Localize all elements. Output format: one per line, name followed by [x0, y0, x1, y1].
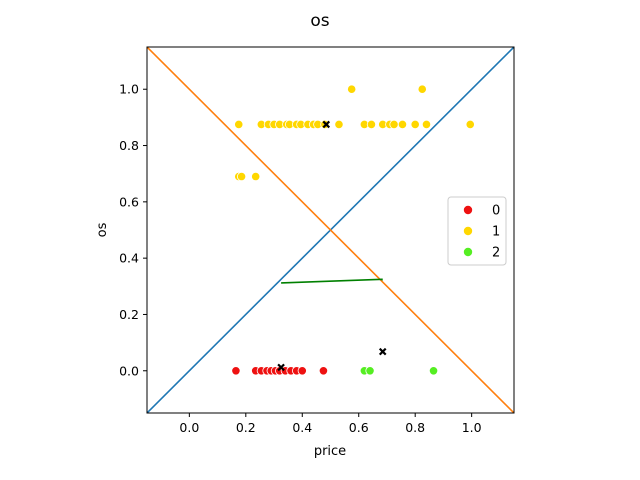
line-1: [147, 47, 514, 413]
point-class-2: [365, 366, 375, 376]
legend-marker: [462, 204, 473, 215]
x-tick-label: 0.8: [405, 420, 425, 435]
point-class-1: [389, 119, 399, 130]
axis-ticks: 0.0 0.2 0.4 0.6 0.8 1.0 0.0 0.2 0.4 0.6 0.8 1.0: [119, 82, 482, 435]
point-class-2: [428, 366, 439, 376]
point-class-1: [421, 119, 432, 130]
reference-lines: [147, 47, 514, 413]
legend-marker: [462, 225, 473, 236]
legend-label: 2: [492, 246, 500, 261]
point-class-1: [334, 119, 344, 130]
point-class-0: [318, 366, 329, 376]
point-class-1: [234, 119, 244, 130]
point-class-1: [410, 119, 420, 130]
x-tick-label: 0.0: [179, 420, 199, 435]
point-class-1: [347, 84, 357, 94]
plot-area: [147, 47, 514, 413]
x-tick-label: 0.2: [236, 420, 256, 435]
point-class-1: [465, 119, 475, 130]
point-class-0: [297, 366, 307, 376]
y-tick-label: 0.0: [119, 363, 139, 378]
x-tick-label: 0.4: [292, 420, 312, 435]
legend-marker: [462, 246, 473, 257]
x-tick-label: 1.0: [462, 420, 482, 435]
legend: 0 1 2: [447, 196, 507, 266]
x-axis-label: price: [314, 444, 346, 459]
centroid-marker: [378, 347, 387, 356]
chart-title: os: [310, 11, 329, 31]
legend-label: 1: [492, 225, 500, 240]
centroid-marker: [277, 363, 285, 372]
legend-label: 0: [492, 204, 500, 219]
point-class-1: [397, 119, 408, 130]
x-tick-label: 0.6: [349, 420, 369, 435]
plot-frame: [146, 46, 515, 414]
point-class-1: [251, 171, 261, 182]
legend-box: [447, 196, 507, 266]
centroid-marker: [322, 120, 331, 129]
y-tick-label: 0.6: [119, 194, 139, 209]
y-axis-label: os: [95, 222, 110, 237]
point-class-1: [366, 119, 377, 130]
y-tick-label: 0.4: [119, 251, 139, 266]
y-tick-label: 1.0: [119, 82, 139, 97]
line-2: [281, 278, 383, 284]
point-class-0: [231, 366, 241, 376]
point-class-1: [417, 84, 427, 94]
y-tick-label: 0.8: [119, 138, 139, 153]
y-tick-label: 0.2: [119, 307, 139, 322]
point-class-1: [236, 171, 247, 182]
